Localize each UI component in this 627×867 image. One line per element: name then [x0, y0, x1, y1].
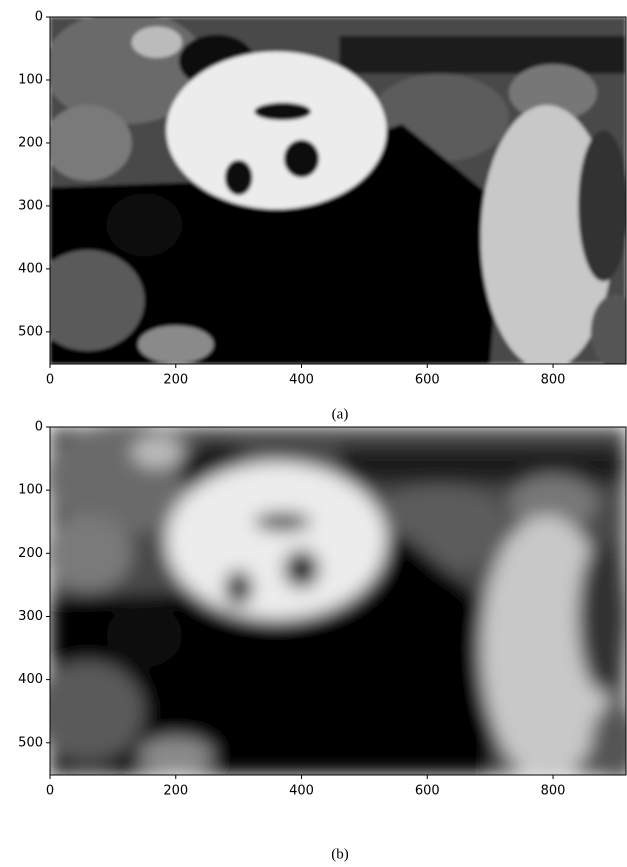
y-tick-label: 500 [18, 324, 43, 339]
y-tick-label: 200 [18, 546, 43, 561]
x-tick-label: 400 [289, 373, 314, 388]
image-content [31, 11, 627, 370]
figure: 0 100 200 300 400 500 0 200 400 600 800 (a) 0 100 200 3… [0, 0, 627, 867]
y-tick-label: 0 [35, 10, 43, 25]
x-tick-label: 200 [163, 784, 188, 799]
x-tick-label: 200 [163, 373, 188, 388]
y-tick-label: 300 [18, 609, 43, 624]
image [31, 421, 627, 781]
y-tick-label: 200 [18, 135, 43, 150]
picture [31, 421, 627, 781]
y-tick-label: 400 [18, 672, 43, 687]
y-tick-label: 300 [18, 198, 43, 213]
x-tick-label: 800 [541, 373, 566, 388]
image [31, 11, 627, 370]
x-tick-label: 800 [541, 784, 566, 799]
y-tick-label: 0 [35, 420, 43, 435]
image-content [31, 421, 627, 781]
x-tick-label: 600 [415, 784, 440, 799]
picture [31, 11, 627, 370]
caption: (b) [331, 846, 349, 862]
x-tick-label: 600 [415, 373, 440, 388]
y-tick-label: 100 [18, 483, 43, 498]
x-tick-label: 0 [46, 373, 54, 388]
x-tick-label: 0 [46, 784, 54, 799]
caption: (a) [332, 406, 349, 422]
y-tick-label: 100 [18, 72, 43, 87]
x-tick-label: 400 [289, 784, 314, 799]
y-tick-label: 500 [18, 735, 43, 750]
y-tick-label: 400 [18, 261, 43, 276]
